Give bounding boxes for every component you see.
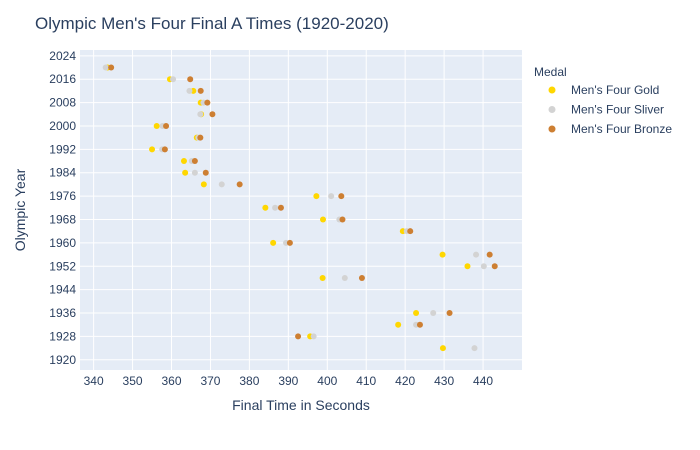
legend-marker <box>548 106 556 113</box>
x-tick-label: 440 <box>473 374 493 388</box>
data-point[interactable] <box>186 87 193 94</box>
y-tick-label: 2008 <box>49 96 76 110</box>
data-point[interactable] <box>313 193 320 200</box>
data-point[interactable] <box>209 111 216 118</box>
x-gridlines <box>93 50 484 370</box>
y-tick-label: 1976 <box>49 189 76 203</box>
series-2 <box>108 64 498 340</box>
x-tick-label: 370 <box>200 374 220 388</box>
data-point[interactable] <box>191 169 198 176</box>
y-tick-label: 1928 <box>49 329 76 343</box>
data-point[interactable] <box>202 169 209 176</box>
data-point[interactable] <box>108 64 115 71</box>
series-0 <box>104 64 471 352</box>
legend-label: Men's Four Gold <box>571 83 659 97</box>
plot-area[interactable] <box>80 50 522 370</box>
data-point[interactable] <box>491 263 498 270</box>
data-point[interactable] <box>480 263 487 270</box>
x-tick-label: 340 <box>84 374 104 388</box>
data-point[interactable] <box>191 158 198 165</box>
x-tick-labels: 340 350 360 370 380 390 400 410 420 430 440 <box>84 374 494 388</box>
data-points <box>102 64 498 352</box>
data-point[interactable] <box>204 99 211 106</box>
legend[interactable]: Medal Men's Four Gold Men's Four Sliver Me… <box>534 65 672 136</box>
data-point[interactable] <box>102 64 109 71</box>
y-tick-label: 1968 <box>49 212 76 226</box>
data-point[interactable] <box>161 146 168 153</box>
data-point[interactable] <box>236 181 243 188</box>
data-point[interactable] <box>473 251 480 258</box>
data-point[interactable] <box>197 134 204 141</box>
data-point[interactable] <box>328 193 335 200</box>
data-point[interactable] <box>295 333 302 340</box>
y-tick-label: 2000 <box>49 119 76 133</box>
data-point[interactable] <box>486 251 493 258</box>
legend-marker <box>548 125 556 133</box>
data-point[interactable] <box>407 228 414 235</box>
data-point[interactable] <box>197 87 204 94</box>
legend-title: Medal <box>534 65 567 79</box>
y-tick-labels: 1920 1928 1936 1944 1952 1960 1968 1976 1984 1992… <box>49 49 76 367</box>
chart-title: Olympic Men's Four Final A Times (1920-2… <box>35 14 389 33</box>
data-point[interactable] <box>341 274 348 281</box>
data-point[interactable] <box>153 122 160 129</box>
data-point[interactable] <box>439 345 446 352</box>
legend-marker <box>548 86 556 94</box>
x-axis-title: Final Time in Seconds <box>232 397 370 413</box>
data-point[interactable] <box>262 204 269 211</box>
data-point[interactable] <box>197 111 204 118</box>
legend-label: Men's Four Sliver <box>571 103 664 117</box>
y-tick-label: 1944 <box>49 283 76 297</box>
data-point[interactable] <box>338 193 345 200</box>
legend-item[interactable]: Men's Four Gold <box>548 83 660 97</box>
data-point[interactable] <box>464 263 471 270</box>
y-tick-label: 1960 <box>49 236 76 250</box>
data-point[interactable] <box>413 310 420 317</box>
data-point[interactable] <box>339 216 346 223</box>
y-tick-label: 1920 <box>49 353 76 367</box>
data-point[interactable] <box>320 216 327 223</box>
legend-item[interactable]: Men's Four Bronze <box>548 122 673 136</box>
x-tick-label: 400 <box>317 374 337 388</box>
data-point[interactable] <box>310 333 317 340</box>
data-point[interactable] <box>430 310 437 317</box>
data-point[interactable] <box>471 345 478 352</box>
data-point[interactable] <box>149 146 156 153</box>
data-point[interactable] <box>187 76 194 83</box>
y-tick-label: 1952 <box>49 259 76 273</box>
x-tick-label: 430 <box>434 374 454 388</box>
data-point[interactable] <box>286 239 293 246</box>
y-tick-label: 1936 <box>49 306 76 320</box>
x-tick-label: 420 <box>395 374 415 388</box>
y-tick-label: 1992 <box>49 142 76 156</box>
x-tick-label: 380 <box>239 374 259 388</box>
data-point[interactable] <box>270 239 277 246</box>
data-point[interactable] <box>218 181 225 188</box>
data-point[interactable] <box>180 158 187 165</box>
data-point[interactable] <box>272 204 279 211</box>
data-point[interactable] <box>439 251 446 258</box>
y-tick-label: 1984 <box>49 166 76 180</box>
legend-label: Men's Four Bronze <box>571 122 672 136</box>
y-axis-title: Olympic Year <box>12 168 28 251</box>
legend-item[interactable]: Men's Four Sliver <box>548 103 664 117</box>
data-point[interactable] <box>446 310 453 317</box>
y-tick-label: 2024 <box>49 49 76 63</box>
data-point[interactable] <box>170 76 177 83</box>
x-tick-label: 360 <box>161 374 181 388</box>
y-tick-label: 2016 <box>49 72 76 86</box>
x-tick-label: 390 <box>278 374 298 388</box>
data-point[interactable] <box>416 321 423 328</box>
data-point[interactable] <box>358 274 365 281</box>
data-point[interactable] <box>277 204 284 211</box>
data-point[interactable] <box>395 321 402 328</box>
data-point[interactable] <box>319 274 326 281</box>
data-point[interactable] <box>182 169 189 176</box>
data-point[interactable] <box>200 181 207 188</box>
x-tick-label: 350 <box>123 374 143 388</box>
x-tick-label: 410 <box>356 374 376 388</box>
data-point[interactable] <box>163 122 170 129</box>
